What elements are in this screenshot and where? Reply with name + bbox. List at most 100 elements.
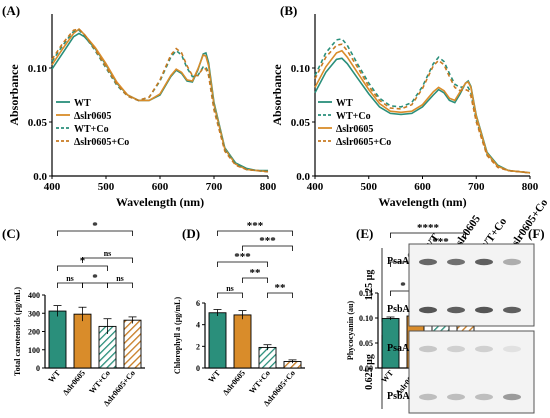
legend-label: WT — [74, 98, 91, 109]
protein-band — [475, 306, 493, 314]
protein-band — [419, 258, 437, 266]
protein-band — [475, 258, 493, 266]
x-category-label: WT+Co — [247, 369, 272, 396]
panel-label-e: (E) — [356, 226, 373, 241]
y-tick-label: 2 — [196, 342, 200, 351]
y-tick-label: 0.00 — [359, 364, 373, 373]
y-tick-label: 400 — [28, 291, 40, 300]
y-tick-label: 100 — [28, 346, 40, 355]
y-tick-label: 4 — [196, 321, 200, 330]
significance-bracket — [57, 230, 133, 236]
legend-label: WT — [336, 98, 353, 109]
x-category-label: Δslr0605 — [221, 369, 247, 398]
panel-b-line-chart: 400 500 600 700 800 0.0 0.05 0.10 Wavelength (nm… — [270, 14, 539, 209]
significance-label: ns — [116, 274, 124, 283]
y-tick-label: 0.15 — [359, 289, 373, 298]
panel-label-b: (B) — [280, 3, 297, 18]
significance-bracket — [267, 292, 293, 298]
protein-band — [419, 345, 437, 353]
y-axis-title: Total carotenoids (μg/mL) — [13, 287, 22, 376]
significance-label: *** — [259, 235, 276, 247]
y-axis-title: Phycocyanin (au) — [346, 301, 355, 361]
panel-label-d: (D) — [182, 226, 200, 241]
x-tick-label: 700 — [468, 181, 485, 193]
significance-bracket — [107, 282, 133, 288]
x-tick-label: 800 — [522, 181, 539, 193]
protein-band — [503, 345, 521, 353]
bar-0 — [208, 312, 227, 369]
significance-label: * — [400, 280, 406, 292]
y-axis-title: Absorbance — [7, 64, 21, 126]
protein-band — [503, 258, 521, 266]
x-tick-label: 500 — [98, 181, 115, 193]
x-axis-title: Wavelength (nm) — [116, 195, 204, 209]
band-label-psba: PsbA — [387, 304, 411, 315]
significance-label: *** — [234, 251, 251, 263]
significance-label: ns — [66, 274, 74, 283]
x-category-label: Δslr0605 — [61, 369, 87, 398]
legend-label: Δslr0605+Co — [74, 137, 129, 148]
x-tick-label: 800 — [260, 181, 277, 193]
x-category-label: WT+Co — [87, 369, 112, 396]
significance-label: **** — [417, 222, 440, 234]
protein-band — [447, 258, 465, 266]
x-tick-label: 700 — [206, 181, 223, 193]
y-axis-title: Chlorophyll a (μg/mL) — [173, 297, 182, 375]
significance-bracket — [57, 265, 108, 271]
protein-band — [447, 393, 465, 401]
significance-bracket — [242, 245, 293, 251]
significance-label: ** — [275, 282, 287, 294]
y-tick-label: 0.05 — [28, 117, 48, 129]
x-axis-title: Wavelength (nm) — [378, 195, 466, 209]
legend-label: Δslr0605 — [336, 124, 373, 135]
significance-bracket — [217, 230, 293, 236]
significance-label: ns — [104, 249, 112, 258]
legend-label: WT+Co — [336, 111, 371, 122]
significance-bracket — [82, 257, 133, 263]
x-tick-label: 600 — [152, 181, 169, 193]
y-tick-label: 0.05 — [359, 339, 373, 348]
band-label-psaa: PsaA — [387, 343, 410, 354]
significance-label: * — [92, 272, 98, 284]
bar-1 — [73, 313, 92, 369]
y-tick-label: 6 — [196, 299, 200, 308]
band-label-psaa: PsaA — [387, 256, 410, 267]
protein-band — [503, 393, 521, 401]
legend-label: Δslr0605 — [74, 111, 111, 122]
panel-c-bar-chart: 0 100 200 300 400 Total carotenoids (μg/mL) WT… — [13, 220, 145, 408]
y-tick-label: 0.0 — [33, 171, 47, 183]
y-tick-label: 0.10 — [359, 314, 373, 323]
y-tick-label: 200 — [28, 328, 40, 337]
bar-0 — [48, 310, 67, 369]
x-tick-label: 600 — [414, 181, 431, 193]
significance-bracket — [390, 232, 466, 238]
x-category-label: WT — [47, 368, 63, 385]
y-tick-label: 0 — [36, 364, 40, 373]
legend-label: Δslr0605+Co — [336, 137, 391, 148]
bar-3 — [123, 319, 142, 369]
bar-2 — [258, 346, 277, 369]
x-tick-label: 400 — [44, 181, 61, 193]
series-line-3 — [314, 43, 531, 174]
y-axis-title: Absorbance — [270, 64, 284, 126]
blot-membrane — [408, 243, 535, 327]
load-label: 0.625 μg — [364, 354, 375, 390]
panel-label-c: (C) — [2, 226, 20, 241]
series-line-2 — [314, 49, 531, 174]
protein-band — [503, 306, 521, 314]
protein-band — [419, 393, 437, 401]
x-tick-label: 500 — [361, 181, 378, 193]
protein-band — [447, 345, 465, 353]
panel-label-f: (F) — [528, 226, 545, 241]
significance-label: ns — [226, 284, 234, 293]
significance-label: *** — [247, 220, 264, 232]
band-label-psba: PsbA — [387, 391, 411, 402]
protein-band — [447, 306, 465, 314]
protein-band — [419, 306, 437, 314]
y-tick-label: 0 — [196, 364, 200, 373]
series-line-1 — [51, 28, 269, 173]
bar-1 — [233, 314, 252, 369]
protein-band — [475, 345, 493, 353]
